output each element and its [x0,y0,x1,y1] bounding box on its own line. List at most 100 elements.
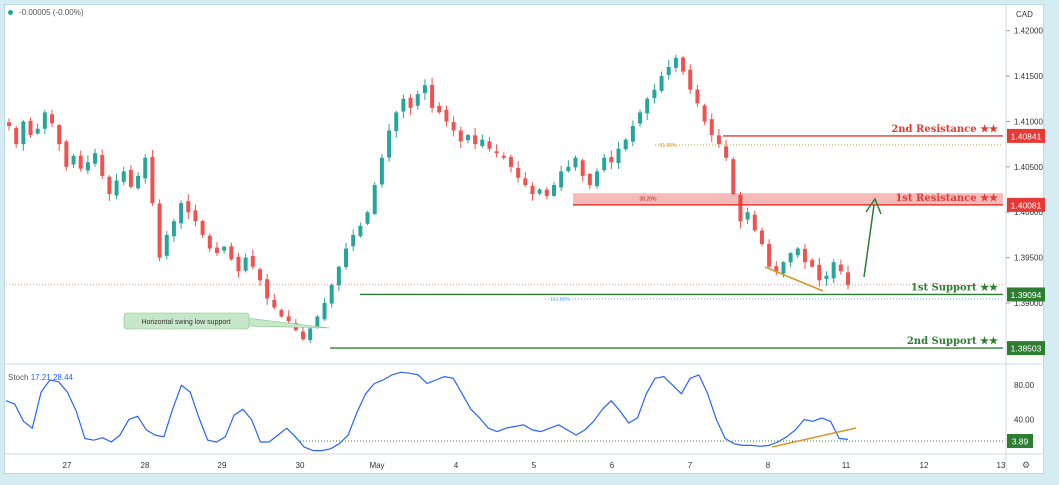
swing-callout-box [123,312,250,330]
candle-body [695,89,700,104]
candle-body [179,203,184,224]
y-tick-label: 1.42000 [1014,27,1043,36]
candle-body [329,284,334,304]
y-tick-label: 1.41000 [1014,117,1043,126]
candle-body [559,171,564,188]
candle-body [301,331,306,340]
candle-body [42,112,47,129]
candle-body [136,175,141,189]
candle-body [243,257,248,271]
candle-body [709,119,714,136]
x-tick-label: 4 [454,461,459,470]
candle-body [157,203,162,258]
candle-body [379,157,384,185]
stoch-header: Stoch 17.21 28.44 [8,373,73,382]
candle-body [444,109,449,122]
candle-body [107,176,112,195]
candle-body [308,328,313,341]
fib-1618-label: 161.80% [550,297,570,303]
candle-body [193,210,198,222]
candle-body [666,67,671,75]
chart-header: -0.00005 (-0.00%) [8,8,83,17]
candle-body [121,171,126,182]
status-dot-icon [8,10,13,15]
candle-body [516,167,521,178]
price-badge-label: 1.38503 [1011,344,1042,354]
stoch-label: Stoch [8,373,29,382]
candle-body [401,98,406,112]
candle-body [595,171,600,187]
x-tick-label: May [369,461,384,470]
x-tick-label: 13 [997,461,1006,470]
candle-body [523,178,528,185]
currency-label: CAD [1016,10,1033,19]
candle-body [465,135,470,141]
candle-body [430,84,435,108]
y-tick-label: 1.41500 [1014,72,1043,81]
candle-body [85,162,90,171]
stoch-k-line [5,371,849,452]
candle-body [35,128,40,134]
candle-body [78,155,83,169]
candle-body [229,246,234,260]
swing-callout-text: Horizontal swing low support [141,319,230,326]
price-badge-label: 1.40081 [1011,200,1042,210]
x-tick-label: 7 [688,461,693,470]
candle-body [494,151,499,154]
x-tick-label: 27 [63,461,72,470]
candle-body [752,214,757,231]
candle-body [530,185,535,195]
candle-body [257,269,262,281]
candle-body [831,262,836,279]
candle-body [394,112,399,131]
candle-body [688,69,693,90]
candle-body [652,89,657,99]
candle-body [372,185,377,214]
candle-body [458,130,463,142]
price-change-text: -0.00005 (-0.00%) [19,8,84,17]
x-tick-label: 5 [532,461,537,470]
target-arrow-shaft [863,204,875,278]
fib-618-label: 61.80% [660,143,678,149]
price-badge [1007,128,1045,143]
candle-body [781,262,786,274]
resistance-zone [573,193,1003,205]
y-tick-label: 1.40000 [1014,208,1043,217]
candle-body [451,122,456,131]
candle-body [186,201,191,213]
y-tick-label: 1.40500 [1014,163,1043,172]
candle-body [473,135,478,145]
level-annotation: 2nd Support ★★ [907,336,998,347]
candle-body [315,316,320,327]
candle-body [795,248,800,256]
candle-body [358,225,363,237]
x-tick-label: 28 [141,461,150,470]
price-badge [1007,287,1045,302]
candle-body [164,234,169,256]
candle-body [609,157,614,163]
level-annotation: 1st Support ★★ [911,282,998,293]
stoch-y-tick-label: 40.00 [1014,416,1035,425]
candle-body [580,160,585,176]
candle-body [702,105,707,122]
candle-body [272,299,277,308]
candle-body [573,157,578,168]
candle-body [71,155,76,165]
candle-body [415,94,420,106]
x-tick-label: 30 [296,461,305,470]
candle-body [93,153,98,164]
candle-body [336,266,341,286]
candle-body [150,156,155,204]
candle-body [422,85,427,94]
candle-body [788,253,793,263]
candle-body [7,122,11,126]
candle-body [774,266,779,272]
candle-body [731,159,736,195]
price-badge [1007,197,1045,212]
x-tick-label: 12 [920,461,929,470]
candle-body [480,139,485,147]
candle-body [551,185,556,196]
level-annotation: 1st Resistance ★★ [895,193,998,204]
candle-body [222,246,227,251]
